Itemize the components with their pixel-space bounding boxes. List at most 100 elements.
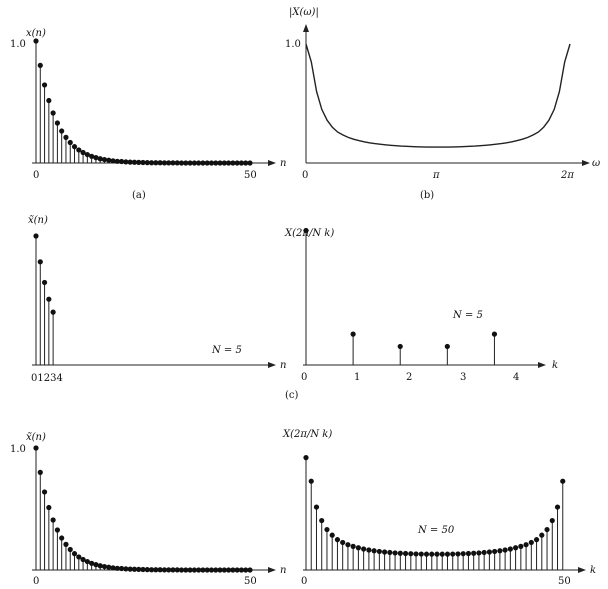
panel-d-right-point-18 <box>397 550 403 556</box>
panel-d-left-point-40 <box>204 567 210 573</box>
panel-a-point-2 <box>41 82 48 88</box>
panel-d-left-xtick-0: 0 <box>33 576 39 587</box>
panel-a-ylabel: x(n) <box>26 28 46 39</box>
panel-d-left-point-42 <box>213 567 219 573</box>
panel-d-right-point-1 <box>308 478 314 484</box>
panel-d-left-point-43 <box>217 567 223 573</box>
panel-d-left-point-34 <box>178 567 185 573</box>
panel-a-point-14 <box>93 155 99 161</box>
panel-a-caption: (a) <box>132 190 146 201</box>
panel-d-right-point-42 <box>523 542 529 548</box>
panel-d-right-point-30 <box>460 551 466 557</box>
panel-d-right-point-26 <box>439 551 445 557</box>
panel-d-right-point-43 <box>528 539 534 546</box>
panel-d-right-point-38 <box>502 547 508 553</box>
panel-c-left-stems <box>33 233 56 365</box>
panel-d-left-point-41 <box>208 567 215 573</box>
panel-a-point-35 <box>183 160 189 166</box>
panel-d-right-point-45 <box>539 532 545 538</box>
panel-d-left-point-0 <box>33 445 39 451</box>
panel-a-xtick-50: 50 <box>244 170 257 181</box>
panel-d-left-point-46 <box>230 567 236 573</box>
panel-d-left-point-7 <box>63 541 69 547</box>
panel-c-left-x-arrow <box>268 362 276 368</box>
panel-d-right-point-27 <box>444 551 451 557</box>
panel-a-point-18 <box>110 158 116 164</box>
panel-a-point-42 <box>213 160 219 166</box>
panel-a-point-21 <box>123 159 129 165</box>
panel-d-left-point-11 <box>80 556 86 563</box>
panel-a-point-48 <box>238 160 245 166</box>
panel-d-right-point-44 <box>533 537 540 543</box>
panel-d-left-point-5 <box>54 527 61 533</box>
panel-d-left-point-24 <box>136 566 142 572</box>
panel-d-right-point-46 <box>544 526 550 533</box>
panel-b-ytick-1: 1.0 <box>285 39 301 50</box>
panel-a-ytick-1: 1.0 <box>10 39 26 50</box>
panel-d-right-point-13 <box>371 548 377 554</box>
panel-d-right-point-9 <box>350 543 356 550</box>
panel-c-right-stems <box>303 227 498 365</box>
panel-a-point-43 <box>217 160 223 166</box>
panel-d-right-point-21 <box>413 551 419 557</box>
panel-a-point-15 <box>97 156 103 162</box>
panel-d-right-point-8 <box>345 542 351 548</box>
panel-d-left-xlabel: n <box>280 565 286 576</box>
panel-c-right-xtick-3: 3 <box>460 372 466 383</box>
panel-d-right-point-29 <box>455 551 461 557</box>
panel-a-point-30 <box>161 160 167 166</box>
panel-d-left-point-17 <box>106 564 112 570</box>
panel-a-point-31 <box>166 160 172 166</box>
panel-c-left-point-0 <box>33 233 39 239</box>
panel-d-right-point-48 <box>554 504 561 510</box>
panel-c-right-xtick-0: 0 <box>301 372 307 383</box>
panel-a-stems <box>33 38 253 166</box>
panel-b-curve-group <box>305 43 571 148</box>
panel-a-point-17 <box>106 157 112 163</box>
panel-d-left-xtick-50: 50 <box>244 576 257 587</box>
panel-d-right-point-7 <box>340 539 346 546</box>
panel-d-right-point-23 <box>423 551 430 557</box>
panel-d-right-point-40 <box>513 545 519 551</box>
panel-d-left-point-47 <box>234 567 240 573</box>
panel-c-caption: (c) <box>285 390 299 401</box>
panel-d-left-point-45 <box>226 567 232 573</box>
panel-c-right-point-1 <box>350 331 356 337</box>
panel-d-right-point-6 <box>334 537 341 543</box>
panel-a-point-5 <box>54 120 61 126</box>
panel-a-point-38 <box>196 160 202 166</box>
panel-d-left-point-9 <box>71 551 78 557</box>
panel-d-right-point-36 <box>492 548 498 555</box>
panel-a-point-10 <box>76 147 82 153</box>
panel-d-right-point-47 <box>549 517 555 524</box>
panel-a-point-1 <box>37 62 43 68</box>
panel-d-right-point-49 <box>560 478 566 484</box>
panel-c-right-xtick-2: 2 <box>406 372 412 383</box>
panel-d-left-point-28 <box>153 567 159 573</box>
panel-a-point-45 <box>226 160 232 166</box>
panel-d-right-point-41 <box>518 543 524 550</box>
panel-d-right-xtick-50: 50 <box>558 576 571 587</box>
panel-c-right-ylabel: X(2π/N k) <box>284 228 334 239</box>
panel-d-left-point-8 <box>67 546 73 553</box>
panel-d-right-point-19 <box>402 550 409 557</box>
panel-d-right-stems <box>303 455 566 570</box>
panel-d-right-point-24 <box>429 551 435 557</box>
panel-d-right-xlabel: k <box>590 565 596 576</box>
panel-a-point-13 <box>89 153 95 159</box>
panel-d-left-point-27 <box>148 567 155 573</box>
panel-d-left-point-38 <box>196 567 202 573</box>
panel-c-right-x-arrow <box>538 362 546 368</box>
panel-d-right-x-arrow <box>578 567 586 573</box>
panel-a-point-3 <box>46 97 52 104</box>
panel-a-point-16 <box>101 156 108 163</box>
panel-a-point-26 <box>144 160 150 166</box>
panel-d-left-point-35 <box>183 567 189 573</box>
panel-a-point-37 <box>191 160 197 166</box>
panel-d-right-point-15 <box>382 549 388 555</box>
panel-d-right-point-11 <box>361 546 367 552</box>
panel-d-right-point-14 <box>376 548 382 555</box>
panel-d-left-point-14 <box>93 562 99 568</box>
panel-d-left-point-16 <box>101 563 108 570</box>
panel-d-right-point-31 <box>465 550 472 557</box>
